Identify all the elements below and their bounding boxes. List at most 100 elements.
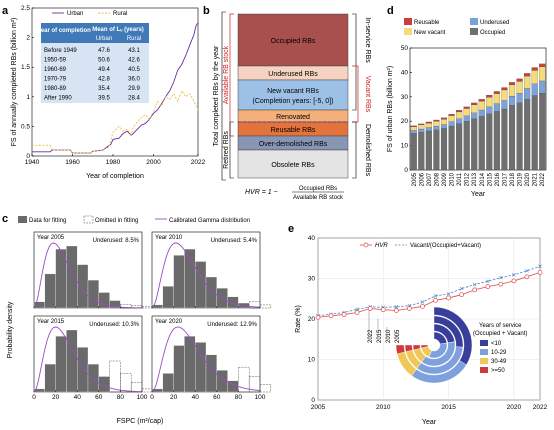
panel-d-xlabel: Year <box>471 191 486 198</box>
d-xtick-label: 2007 <box>427 172 433 186</box>
vacant-ratio-marker <box>433 294 438 298</box>
c-xtick-label: 60 <box>95 394 103 401</box>
table-row-rural: 29.9 <box>128 86 140 92</box>
bar-occupied <box>478 116 485 171</box>
ring-swatch-30-49 <box>480 358 488 364</box>
legend-swatch-underused <box>470 18 478 25</box>
hist-bar-omitted <box>259 304 272 309</box>
bar-occupied <box>463 121 470 171</box>
underused-rb-label: Underused RBs <box>268 71 318 78</box>
bracket-demolished <box>352 121 357 179</box>
bar-new-vacant <box>486 97 493 107</box>
hist-bar-omitted <box>248 376 261 393</box>
hvr-marker <box>472 287 478 293</box>
vacant-ratio-marker <box>394 305 399 309</box>
hvr-marker <box>485 284 491 289</box>
legend-swatch-omitted <box>83 215 94 224</box>
a-ytick-label: 0 <box>26 153 30 160</box>
bar-reusable <box>410 125 417 127</box>
bar-new-vacant <box>508 84 516 97</box>
hvr-marker <box>498 281 504 287</box>
bracket-inservice <box>352 13 357 111</box>
bar-underused <box>440 124 448 129</box>
gamma-fit-curve <box>33 242 143 309</box>
bar-new-vacant <box>478 101 485 111</box>
fspc-subplot: Year 2020 Underused: 12.9% 0 20 40 60 80 100 <box>150 315 272 401</box>
d-xtick-label: 2021 <box>533 172 539 186</box>
bar-reusable <box>478 99 485 102</box>
panel-c-label: c <box>2 213 8 225</box>
bar-reusable <box>418 123 425 125</box>
table-row-urban: 35.4 <box>98 86 110 92</box>
hist-bar-fitted <box>227 296 239 309</box>
c-xtick-label: 100 <box>137 394 148 401</box>
ring-year-2005: 2005 <box>395 329 401 343</box>
d-xtick-label: 2010 <box>450 172 456 186</box>
bar-reusable <box>524 73 531 77</box>
table-row-urban: 47.6 <box>98 48 110 54</box>
bar-occupied <box>531 95 538 171</box>
hvr-marker <box>459 292 464 298</box>
bar-reusable <box>501 87 508 91</box>
new-vacant-rb-box <box>237 79 349 111</box>
hist-bar-fitted <box>162 286 174 309</box>
c-subplot-year: Year 2010 <box>155 235 183 241</box>
e-xtick-label: 2005 <box>311 404 326 411</box>
hist-bar-omitted <box>120 373 132 393</box>
bar-new-vacant <box>524 75 531 89</box>
hist-bar-fitted <box>173 345 185 393</box>
e-xtick-label: 2015 <box>441 404 456 411</box>
ring-legend-ge50: >=50 <box>491 368 505 374</box>
obsolete-rb-label: Obsolete RBs <box>271 162 315 169</box>
vacant-label: Vacant RBs <box>364 76 371 113</box>
vacant-ratio-marker <box>459 286 464 291</box>
c-xtick-label: 60 <box>213 394 221 401</box>
occupied-rb-box <box>237 13 349 67</box>
bar-underused <box>463 115 470 122</box>
e-ytick-label: 20 <box>308 316 316 323</box>
bracket-total <box>221 11 226 181</box>
hist-bar-fitted <box>44 273 56 309</box>
bar-underused <box>516 93 523 103</box>
c-subplot-underused: Underused: 10.3% <box>89 322 139 328</box>
legend-fitting: Data for fitting <box>29 218 66 224</box>
legend-gamma: Calibrated Gamma distribution <box>169 218 250 224</box>
table-row-period: 1980-89 <box>44 86 67 92</box>
panel-a-label: a <box>2 5 9 17</box>
bar-reusable <box>448 114 455 116</box>
new-vacant-rb-years: (Completion years: [-5, 0]) <box>253 98 334 105</box>
a-ytick-label: 1.5 <box>21 64 30 71</box>
d-ytick-label: 50 <box>401 45 409 52</box>
bar-new-vacant <box>539 66 546 82</box>
ring-segment <box>404 344 413 353</box>
a-ytick-label: 2.5 <box>21 5 30 12</box>
bar-underused <box>486 106 493 114</box>
c-subplot-underused: Underused: 8.5% <box>93 238 140 244</box>
bar-underused <box>418 128 425 133</box>
d-xtick-label: 2019 <box>518 172 524 186</box>
bar-reusable <box>493 91 500 94</box>
bar-underused <box>478 109 485 117</box>
vacant-ratio-marker <box>538 264 542 269</box>
d-ytick-label: 40 <box>401 69 409 76</box>
c-subplot-year: Year 2015 <box>37 319 65 325</box>
bar-occupied <box>501 108 508 171</box>
a-xtick-label: 2000 <box>146 159 161 166</box>
hvr-marker <box>524 274 530 280</box>
legend-urban-label: Urban <box>67 11 83 17</box>
ring-year-labels: 2022 2015 2010 2005 <box>368 329 401 343</box>
d-xtick-label: 2020 <box>525 172 531 186</box>
vacant-ratio-marker <box>499 275 503 280</box>
inservice-label: In-service RBs <box>364 17 371 63</box>
legend-swatch-fitting <box>18 216 27 223</box>
hvr-marker <box>341 312 347 317</box>
service-years-ring-inset <box>368 306 473 384</box>
a-ytick-label: 2 <box>26 35 30 42</box>
panel-d-ylabel: FS of urban RBs (billion m²) <box>387 66 394 152</box>
hist-bar-fitted <box>77 264 89 309</box>
panel-e-legend: HVR Vacant/(Occupied+Vacant) <box>360 242 481 249</box>
bar-underused <box>433 125 440 130</box>
bar-occupied <box>410 133 417 171</box>
c-xtick-label: 0 <box>150 394 154 401</box>
available-stock-label: Available RB stock <box>223 45 230 104</box>
